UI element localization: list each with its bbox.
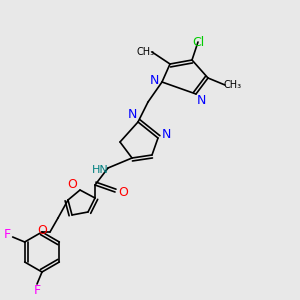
Text: CH₃: CH₃ (224, 80, 242, 90)
Text: N: N (196, 94, 206, 106)
Text: O: O (118, 185, 128, 199)
Text: CH₃: CH₃ (137, 47, 155, 57)
Text: F: F (33, 284, 40, 298)
Text: N: N (161, 128, 171, 142)
Text: N: N (127, 107, 137, 121)
Text: HN: HN (92, 165, 108, 175)
Text: F: F (4, 229, 11, 242)
Text: O: O (67, 178, 77, 190)
Text: O: O (37, 224, 47, 236)
Text: N: N (149, 74, 159, 86)
Text: Cl: Cl (192, 35, 204, 49)
